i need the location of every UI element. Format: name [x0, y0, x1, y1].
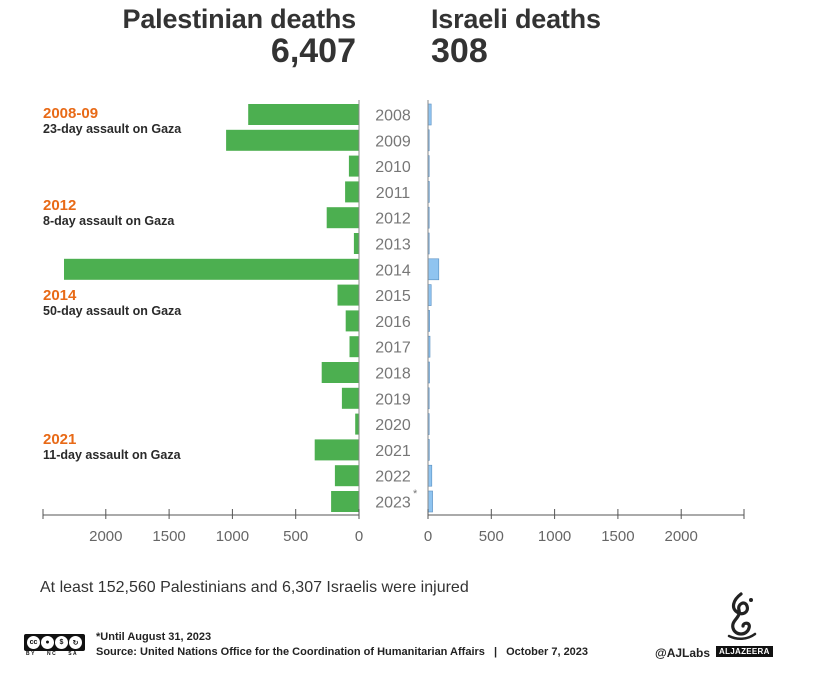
bar-palestinian-2008: [248, 104, 359, 125]
right-axis-tick-label: 500: [479, 528, 504, 545]
annotation-2014: 2014 50-day assault on Gaza: [43, 287, 181, 318]
cc-nc-icon: $: [55, 636, 68, 649]
year-label: 2014: [375, 262, 411, 279]
bar-palestinian-2016: [345, 310, 359, 332]
annotation-year: 2008-09: [43, 105, 99, 122]
cc-sa-icon: ↻: [69, 636, 82, 649]
year-label: 2010: [375, 159, 411, 176]
year-label: 2013: [375, 237, 411, 254]
year-label: 2015: [375, 288, 411, 305]
bar-palestinian-2014: [64, 258, 359, 280]
palestinian-deaths-title: Palestinian deaths: [122, 4, 357, 34]
year-label: 2022: [375, 469, 411, 486]
annotation-year: 2021: [43, 431, 77, 448]
bar-palestinian-2019: [341, 387, 359, 409]
left-axis-tick-label: 1000: [216, 528, 249, 545]
left-axis-tick-label: 0: [355, 528, 363, 545]
bar-palestinian-2012: [326, 207, 359, 229]
left-axis-tick-label: 2000: [89, 528, 122, 545]
bar-palestinian-2022: [334, 465, 359, 487]
right-axis-tick-label: 1000: [538, 528, 571, 545]
right-axis-tick-label: 2000: [665, 528, 698, 545]
creative-commons-badge: cc ● $ ↻: [24, 634, 85, 651]
left-axis-tick-label: 500: [283, 528, 308, 545]
year-label: 2008: [375, 108, 411, 125]
injured-summary: At least 152,560 Palestinians and 6,307 …: [40, 579, 469, 596]
bar-palestinian-2013: [353, 233, 359, 254]
aljazeera-logo-icon: [727, 592, 757, 640]
year-label: 2009: [375, 133, 411, 150]
annotation-year: 2014: [43, 287, 77, 304]
palestinian-deaths-total: 6,407: [270, 32, 356, 70]
annotation-text: 11-day assault on Gaza: [43, 448, 181, 462]
bar-palestinian-2023: [331, 491, 359, 512]
israeli-deaths-title: Israeli deaths: [431, 4, 601, 34]
license-sa-label: SA: [68, 651, 79, 657]
year-label: 2016: [375, 314, 411, 331]
year-label: 2011: [376, 185, 411, 202]
bar-israeli-2023: [427, 490, 433, 513]
annotation-year: 2012: [43, 197, 77, 214]
source-separator: |: [493, 646, 498, 658]
bar-palestinian-2020: [355, 413, 359, 435]
year-label: 2023: [375, 495, 411, 512]
bar-palestinian-2017: [349, 336, 359, 358]
right-axis-tick-label: 0: [424, 528, 432, 545]
year-label: 2021: [375, 443, 411, 460]
bar-palestinian-2010: [348, 155, 359, 177]
bar-israeli-2022: [427, 464, 433, 487]
cc-by-icon: ●: [41, 636, 54, 649]
bar-palestinian-2018: [321, 362, 359, 383]
deaths-chart: 2008 2009 2010 2011 2012 2013 2014 2015 2016 2017…: [42, 100, 745, 545]
left-axis-tick-label: 1500: [152, 528, 185, 545]
bar-palestinian-2011: [345, 181, 359, 203]
annotation-2021: 2021 11-day assault on Gaza: [43, 431, 181, 462]
source-text: Source: United Nations Office for the Co…: [96, 646, 485, 658]
license-labels: BY NC SA: [26, 651, 78, 657]
israeli-deaths-total: 308: [431, 32, 488, 70]
right-axis-tick-label: 1500: [601, 528, 634, 545]
annotation-2012: 2012 8-day assault on Gaza: [43, 197, 174, 228]
year-label: 2018: [375, 366, 411, 383]
bar-israeli-2014: [427, 258, 440, 281]
publish-date: October 7, 2023: [506, 646, 589, 658]
annotation-text: 23-day assault on Gaza: [43, 122, 182, 136]
year-label: 2017: [375, 340, 411, 357]
annotation-2008-09: 2008-09 23-day assault on Gaza: [43, 105, 181, 136]
bar-palestinian-2021: [314, 439, 359, 461]
license-nc-label: NC: [46, 651, 58, 657]
annotation-text: 8-day assault on Gaza: [43, 214, 175, 228]
year-label: 2020: [375, 417, 411, 434]
annotation-text: 50-day assault on Gaza: [43, 304, 182, 318]
year-footnote-marker: *: [413, 488, 418, 500]
footnote: *Until August 31, 2023: [96, 631, 212, 643]
ajlabs-handle: @AJLabs: [655, 646, 711, 660]
year-label: 2012: [375, 211, 411, 228]
aljazeera-wordmark: ALJAZEERA: [716, 646, 773, 657]
bar-palestinian-2009: [226, 129, 359, 151]
year-label: 2019: [375, 391, 411, 408]
bar-palestinian-2015: [337, 284, 359, 306]
source-line: Source: United Nations Office for the Co…: [96, 646, 588, 658]
license-by-label: BY: [26, 651, 36, 657]
cc-icon: cc: [27, 636, 40, 649]
